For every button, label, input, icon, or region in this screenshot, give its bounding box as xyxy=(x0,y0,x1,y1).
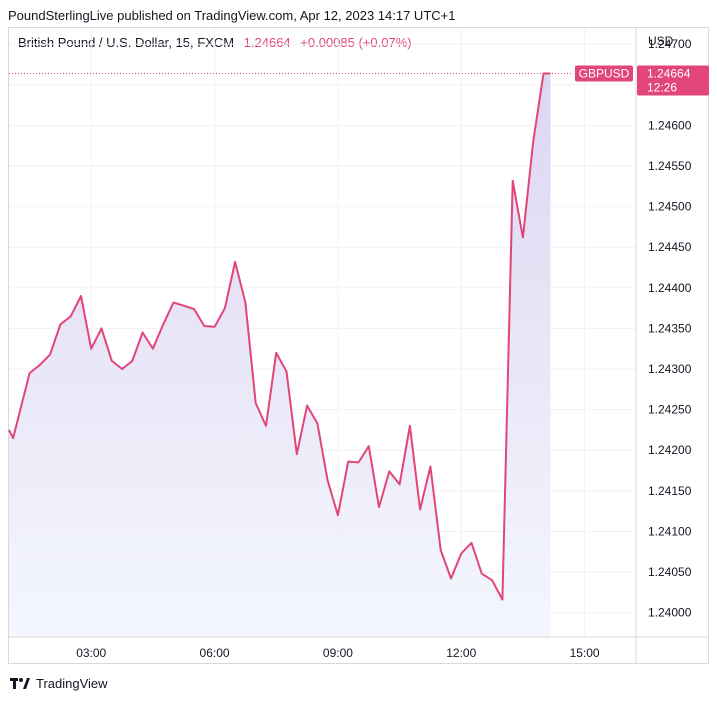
footer-brand: TradingView xyxy=(36,676,108,691)
chart-frame xyxy=(8,27,709,664)
legend-price: 1.24664 xyxy=(243,35,291,50)
symbol-legend: British Pound / U.S. Dollar, 15, FXCM 1.… xyxy=(18,35,412,50)
tradingview-logo-icon xyxy=(10,677,30,689)
symbol-name: British Pound / U.S. Dollar, 15, FXCM xyxy=(18,35,235,50)
footer: TradingView xyxy=(10,676,108,691)
publisher-header: PoundSterlingLive published on TradingVi… xyxy=(8,8,456,23)
legend-change: +0.00085 (+0.07%) xyxy=(300,35,412,50)
